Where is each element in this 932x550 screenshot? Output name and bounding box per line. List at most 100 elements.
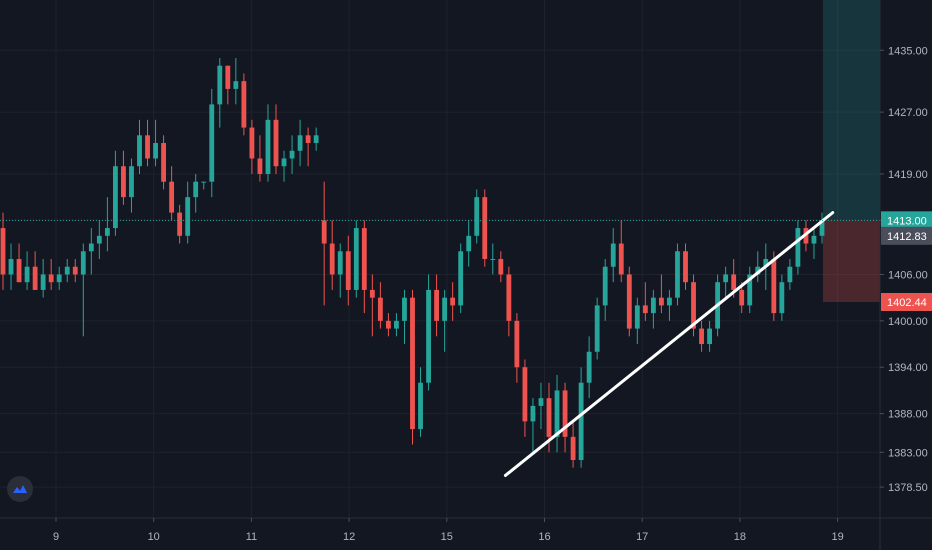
y-tick-label: 1419.00 [888,169,928,181]
candle-body [96,235,102,244]
candle-body [8,259,14,275]
candle-body [578,382,584,461]
price-tag-label: 1412.83 [887,231,927,243]
candle [153,119,158,167]
candle-body [442,297,448,321]
candle [289,135,295,174]
candle [626,266,632,337]
candle-body [233,81,239,89]
candle [562,382,568,453]
candle-body [779,282,785,314]
candle-body [594,305,600,352]
take-profit-zone[interactable] [823,0,880,221]
candle-body [562,390,568,437]
candle-body [161,143,166,182]
candle-body [434,289,439,321]
candle [345,235,351,306]
candle-body [225,65,231,89]
stop-loss-zone[interactable] [823,220,880,302]
candle-body [691,282,696,329]
candle [56,266,62,290]
candle-body [650,297,656,314]
y-tick-label: 1378.50 [888,482,928,494]
candle [723,266,729,298]
candle [185,181,191,244]
candle-body [675,251,680,298]
candle [747,266,753,314]
price-tag-label: 1413.00 [887,215,927,227]
candle [369,274,375,337]
candle-body [811,235,817,244]
candle-body [24,266,30,283]
y-tick-label: 1435.00 [888,45,928,57]
candle-body [32,266,38,290]
y-tick-label: 1406.00 [888,269,928,281]
candle [554,374,560,453]
long-position-tool[interactable] [823,0,880,302]
candle [771,251,777,321]
candle [169,166,175,221]
candle-body [554,390,560,437]
x-tick-label: 17 [636,531,648,543]
candle [819,212,825,244]
candle-body [787,266,793,283]
candle [458,243,464,314]
candle-body [498,259,504,275]
candle [249,119,255,174]
candle [72,259,78,283]
y-tick-label: 1427.00 [888,107,928,119]
candle [410,289,415,445]
candle-body [763,259,769,267]
candle-body [626,274,632,329]
candle [530,398,536,453]
candle [586,336,592,399]
candle-body [281,158,287,167]
candle-body [241,81,247,128]
candle [209,88,215,198]
price-tag [881,292,932,311]
candle-body [177,212,183,236]
candle [281,150,287,182]
candle-body [667,297,672,306]
candle-body [683,251,688,283]
candle [137,119,142,174]
candle [145,119,150,167]
y-tick-label: 1383.00 [888,447,928,459]
candle-body [699,328,704,345]
candle [16,243,22,283]
candle-body [538,398,544,406]
candle-body [482,197,488,259]
candle-body [819,220,825,236]
candle-body [64,266,70,275]
candle-body [305,135,311,144]
trendline-drawing[interactable] [503,211,835,477]
x-tick-label: 18 [734,531,746,543]
x-tick-label: 15 [441,531,453,543]
candle-body [602,266,608,306]
candle-body [771,259,777,314]
candle [450,282,456,321]
candle-body [257,158,263,174]
price-axis[interactable] [880,0,932,550]
candle [8,243,14,290]
grid [0,0,880,518]
candle [482,189,488,267]
trendline[interactable] [503,211,835,477]
tradingview-logo-icon[interactable] [7,476,33,502]
candle-body [185,197,191,236]
candle [811,228,817,259]
candle [88,228,94,275]
candle-body [795,228,801,267]
candle [642,282,648,321]
candle-body [265,119,271,174]
candle [129,158,134,213]
candle [305,127,311,167]
candle-body [56,274,62,283]
candle [313,127,319,151]
candle-body [377,297,383,321]
candle-body [329,243,335,275]
candle-body [72,266,78,275]
time-axis[interactable] [0,518,932,550]
candle-body [0,228,6,275]
